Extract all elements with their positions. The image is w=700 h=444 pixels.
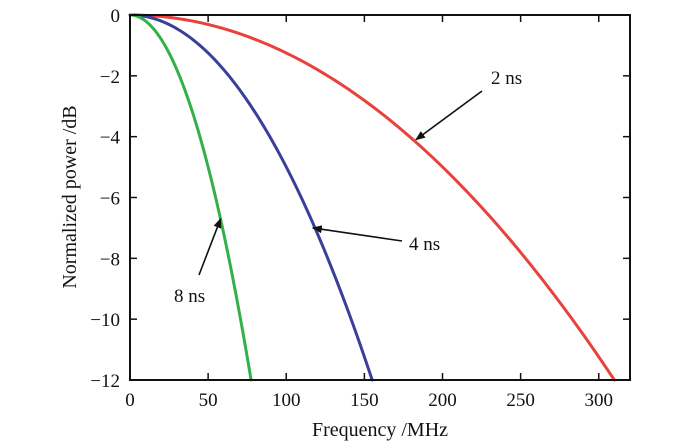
y-tick-label: 0 xyxy=(111,6,121,27)
y-tick-label: −2 xyxy=(100,67,120,88)
y-tick-label: −10 xyxy=(90,310,120,331)
annotation-arrow xyxy=(198,217,222,276)
annotation-label: 8 ns xyxy=(174,286,205,307)
x-tick-label: 100 xyxy=(272,390,301,411)
x-tick-label: 150 xyxy=(350,390,379,411)
x-tick-label: 300 xyxy=(585,390,614,411)
series-line-2 xyxy=(128,13,374,382)
plot-frame xyxy=(129,14,631,381)
y-tick-label: −12 xyxy=(90,371,120,392)
tick-layer: 0 50 100 150 200 250 300 0 −2 −4 −6 −8 −10 −12 xyxy=(90,6,630,411)
y-tick-label: −4 xyxy=(100,128,121,149)
x-tick-label: 200 xyxy=(428,390,457,411)
y-axis-title: Normalized power /dB xyxy=(59,105,81,288)
series-line-1 xyxy=(128,13,616,382)
series-layer xyxy=(128,13,616,382)
x-tick-label: 0 xyxy=(125,390,135,411)
annotation-label: 2 ns xyxy=(491,68,522,89)
x-tick-label: 250 xyxy=(506,390,535,411)
y-tick-label: −8 xyxy=(100,249,120,270)
annotation-arrow xyxy=(311,225,403,242)
annotation-layer: 2 ns 4 ns 8 ns xyxy=(174,68,522,307)
annotation-label: 4 ns xyxy=(409,234,440,255)
x-axis-title: Frequency /MHz xyxy=(312,419,448,441)
y-tick-label: −6 xyxy=(100,189,120,210)
annotation-arrow xyxy=(415,90,483,141)
x-tick-label: 50 xyxy=(199,390,218,411)
series-line-3 xyxy=(128,13,253,382)
